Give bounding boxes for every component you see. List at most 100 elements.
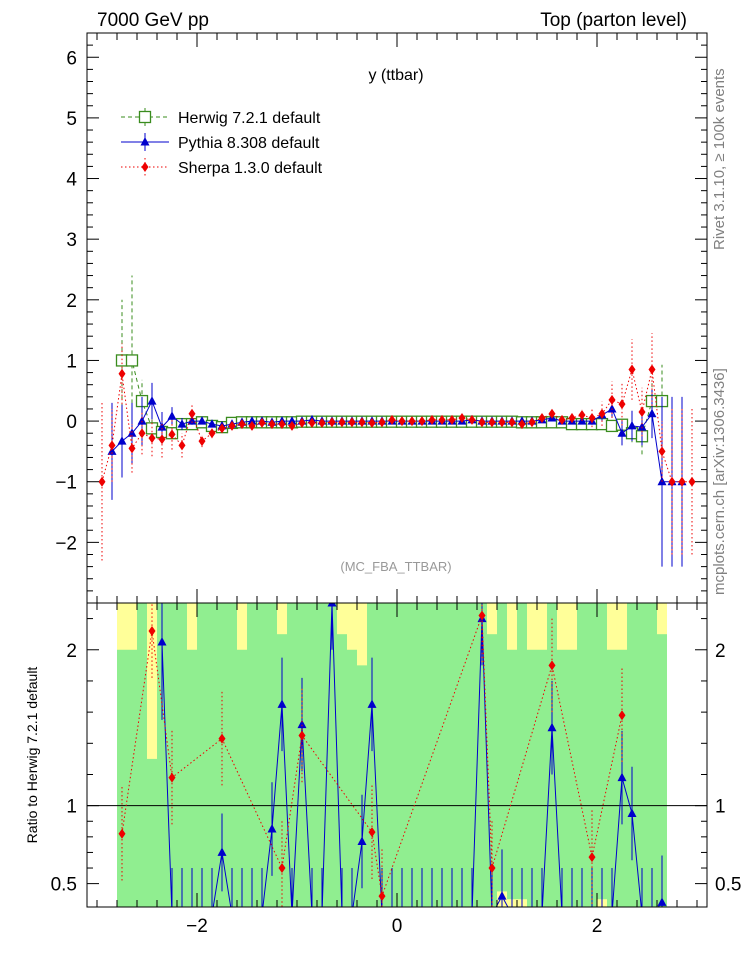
ratio-series-1-point bbox=[148, 626, 156, 637]
series-2-point bbox=[358, 417, 366, 428]
ratio-series-0-point bbox=[357, 836, 367, 846]
ratio-ytick-label-right: 2 bbox=[715, 641, 726, 662]
series-2-point bbox=[428, 414, 436, 425]
ratio-series-0-point bbox=[508, 910, 517, 919]
green-band bbox=[467, 603, 477, 907]
ratio-series-1-point bbox=[478, 610, 486, 621]
series-2-point bbox=[438, 414, 446, 425]
green-band bbox=[347, 649, 357, 907]
ratio-series-0-point bbox=[308, 910, 317, 919]
green-band bbox=[367, 603, 377, 907]
ratio-series-1-point bbox=[368, 827, 376, 838]
green-band bbox=[287, 603, 297, 907]
series-2-point bbox=[548, 408, 556, 419]
series-2-point bbox=[418, 416, 426, 427]
ratio-series-0-point bbox=[248, 910, 257, 919]
series-2-point bbox=[368, 417, 376, 428]
series-2-point bbox=[578, 410, 586, 421]
green-band bbox=[197, 603, 207, 907]
series-1-point bbox=[627, 420, 637, 430]
series-2-point bbox=[598, 408, 606, 419]
series-2-point bbox=[478, 417, 486, 428]
series-2-point bbox=[248, 420, 256, 431]
ratio-series-0-point bbox=[438, 910, 447, 919]
green-band bbox=[127, 649, 137, 907]
ratio-series-0-point bbox=[258, 910, 267, 919]
green-band bbox=[497, 603, 507, 892]
green-band bbox=[407, 603, 417, 907]
ratio-series-0-point bbox=[208, 910, 217, 919]
process-label: Top (parton level) bbox=[540, 10, 687, 31]
green-band bbox=[227, 603, 237, 907]
legend: Herwig 7.2.1 default Pythia 8.308 default… bbox=[121, 108, 323, 177]
ratio-series-0-point bbox=[547, 722, 557, 732]
series-1-point bbox=[287, 416, 297, 425]
green-band bbox=[627, 603, 637, 907]
ratio-series-0-point bbox=[458, 910, 467, 919]
series-0-point bbox=[605, 419, 619, 433]
ratio-series-0-point bbox=[428, 910, 437, 919]
green-band bbox=[397, 603, 407, 907]
series-2-point bbox=[228, 420, 236, 431]
series-2-point bbox=[288, 420, 296, 431]
series-1-point bbox=[147, 396, 157, 405]
analysis-label: (MC_FBA_TTBAR) bbox=[340, 559, 451, 574]
series-1-point bbox=[177, 419, 187, 428]
ratio-series-0-point bbox=[617, 772, 627, 782]
green-band bbox=[437, 603, 447, 907]
ratio-series-0-point bbox=[528, 910, 537, 919]
series-2-point bbox=[198, 436, 206, 447]
series-2-point bbox=[218, 423, 226, 434]
green-band bbox=[527, 649, 537, 907]
energy-label: 7000 GeV pp bbox=[97, 10, 209, 31]
ratio-series-0-point bbox=[538, 910, 547, 919]
ratio-series-0-point bbox=[318, 910, 327, 919]
yellow-band bbox=[147, 603, 157, 907]
ratio-series-0-point bbox=[468, 910, 477, 919]
series-2-point bbox=[668, 476, 676, 487]
series-0-point bbox=[125, 354, 139, 367]
ratio-series-0-point bbox=[648, 910, 657, 919]
ratio-series-0-point bbox=[568, 910, 577, 919]
ratio-series-0-point bbox=[497, 891, 507, 900]
ytick-label: 4 bbox=[66, 170, 77, 191]
legend-marker bbox=[141, 162, 149, 172]
ratio-series-0-point bbox=[267, 824, 277, 833]
series-2-point bbox=[568, 413, 576, 424]
series-2-point bbox=[518, 419, 526, 430]
green-band bbox=[387, 603, 397, 907]
series-2-point bbox=[458, 413, 466, 424]
ratio-series-1-point bbox=[218, 733, 226, 744]
ytick-label: −2 bbox=[55, 533, 77, 554]
ratio-series-0-point bbox=[518, 910, 527, 919]
series-1-point bbox=[247, 416, 257, 425]
legend-marker bbox=[138, 110, 152, 124]
green-band bbox=[277, 634, 287, 907]
ratio-series-0-point bbox=[327, 603, 337, 607]
ytick-label: −1 bbox=[55, 473, 77, 494]
ratio-series-0-point bbox=[338, 910, 347, 919]
series-1-point bbox=[617, 428, 627, 437]
series-2-point bbox=[658, 446, 666, 457]
series-2-point bbox=[608, 394, 616, 405]
series-2-point bbox=[528, 417, 536, 428]
series-2-point bbox=[408, 416, 416, 427]
ratio-series-0-point bbox=[297, 719, 307, 729]
ratio-ytick-label-right: 1 bbox=[715, 797, 726, 818]
series-2-point bbox=[338, 417, 346, 428]
series-2-point bbox=[618, 399, 626, 410]
legend-label: Pythia 8.308 default bbox=[178, 135, 320, 152]
series-1-point bbox=[107, 446, 117, 455]
series-2-point bbox=[508, 417, 516, 428]
green-band bbox=[267, 603, 277, 907]
green-band bbox=[137, 603, 147, 907]
ratio-series-0-point bbox=[348, 910, 357, 919]
ytick-label: 6 bbox=[66, 48, 77, 69]
legend-label: Herwig 7.2.1 default bbox=[178, 110, 321, 127]
green-band bbox=[177, 603, 187, 907]
green-band bbox=[117, 649, 127, 907]
ratio-series-1-point bbox=[548, 660, 556, 671]
series-2-point bbox=[468, 414, 476, 425]
ratio-series-0-point bbox=[657, 897, 667, 906]
